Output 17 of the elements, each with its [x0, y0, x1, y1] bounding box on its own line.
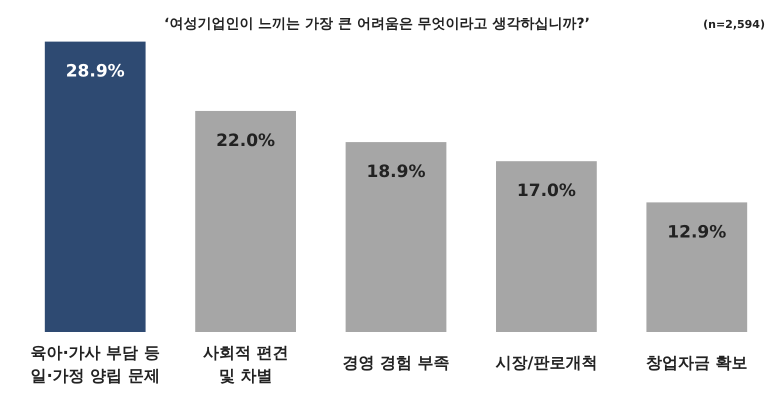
bar	[44, 42, 146, 332]
data-label: 12.9%	[667, 222, 726, 242]
chart-title: ‘여성기업인이 느끼는 가장 큰 어려움은 무엇이라고 생각하십니까?’	[164, 16, 590, 32]
bar	[346, 142, 446, 332]
bar	[496, 161, 597, 332]
x-tick-label: 육아·가사 부담 등 일·가정 양립 문제	[30, 343, 160, 385]
data-label: 17.0%	[516, 181, 576, 202]
bar	[195, 110, 296, 332]
bar	[646, 202, 748, 332]
data-label: 22.0%	[216, 130, 276, 151]
text: (n=2,594)	[703, 18, 765, 31]
data-label: 18.9%	[366, 162, 426, 182]
x-tick-label: 사회적 편견 및 차별	[202, 343, 288, 385]
x-tick-label: 시장/판로개척	[495, 353, 598, 372]
data-label: 28.9%	[66, 62, 125, 82]
x-tick-label: 창업자금 확보	[646, 353, 748, 372]
x-tick-label: 경영 경험 부족	[342, 353, 450, 372]
